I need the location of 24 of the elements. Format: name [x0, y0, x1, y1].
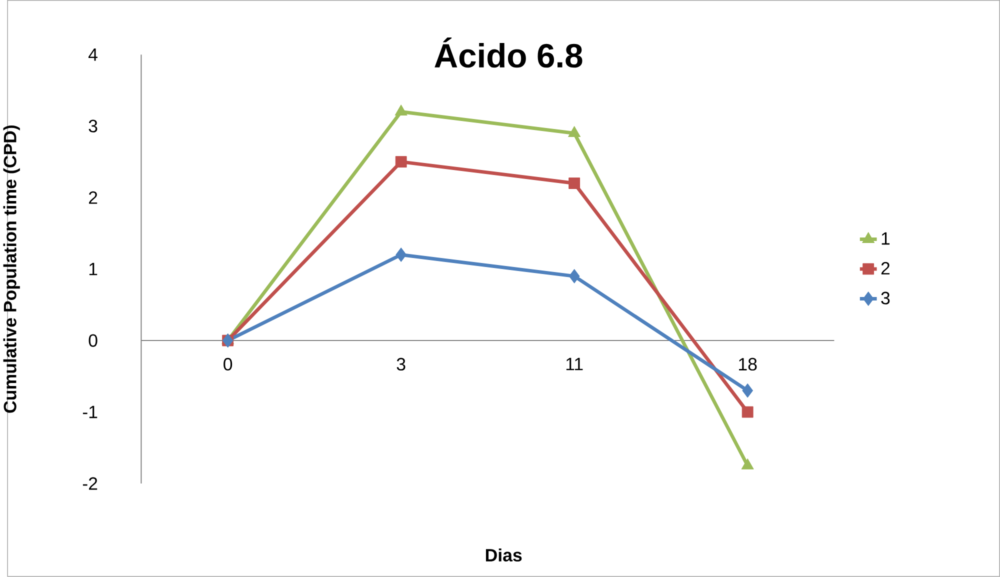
x-axis-title: Dias [486, 548, 522, 562]
y-tick-label: -2 [82, 477, 98, 490]
point [568, 178, 580, 190]
x-tick-label: 11 [566, 358, 583, 370]
x-tick-label: 3 [396, 358, 406, 371]
y-tick-label: 4 [88, 48, 98, 61]
legend-label: 1 [882, 232, 890, 245]
y-tick-label: 3 [88, 120, 98, 132]
x-tick-label: 0 [224, 358, 232, 371]
legend-label: 3 [881, 292, 890, 304]
point [568, 269, 580, 284]
y-axis-title: Cumulative Population time (CPD) [3, 126, 20, 413]
y-tick-label: -1 [82, 406, 98, 418]
y-tick-label: 2 [88, 191, 98, 204]
y-tick-label: 0 [88, 334, 98, 347]
chart-title: Ácido 6.8 [434, 38, 582, 68]
point [741, 458, 754, 470]
point [742, 406, 754, 418]
legend-label: 2 [881, 262, 890, 275]
point [742, 383, 754, 398]
point [396, 248, 407, 262]
point [395, 156, 407, 168]
x-tick-label: 18 [739, 358, 757, 371]
y-tick-label: 1 [89, 262, 98, 276]
